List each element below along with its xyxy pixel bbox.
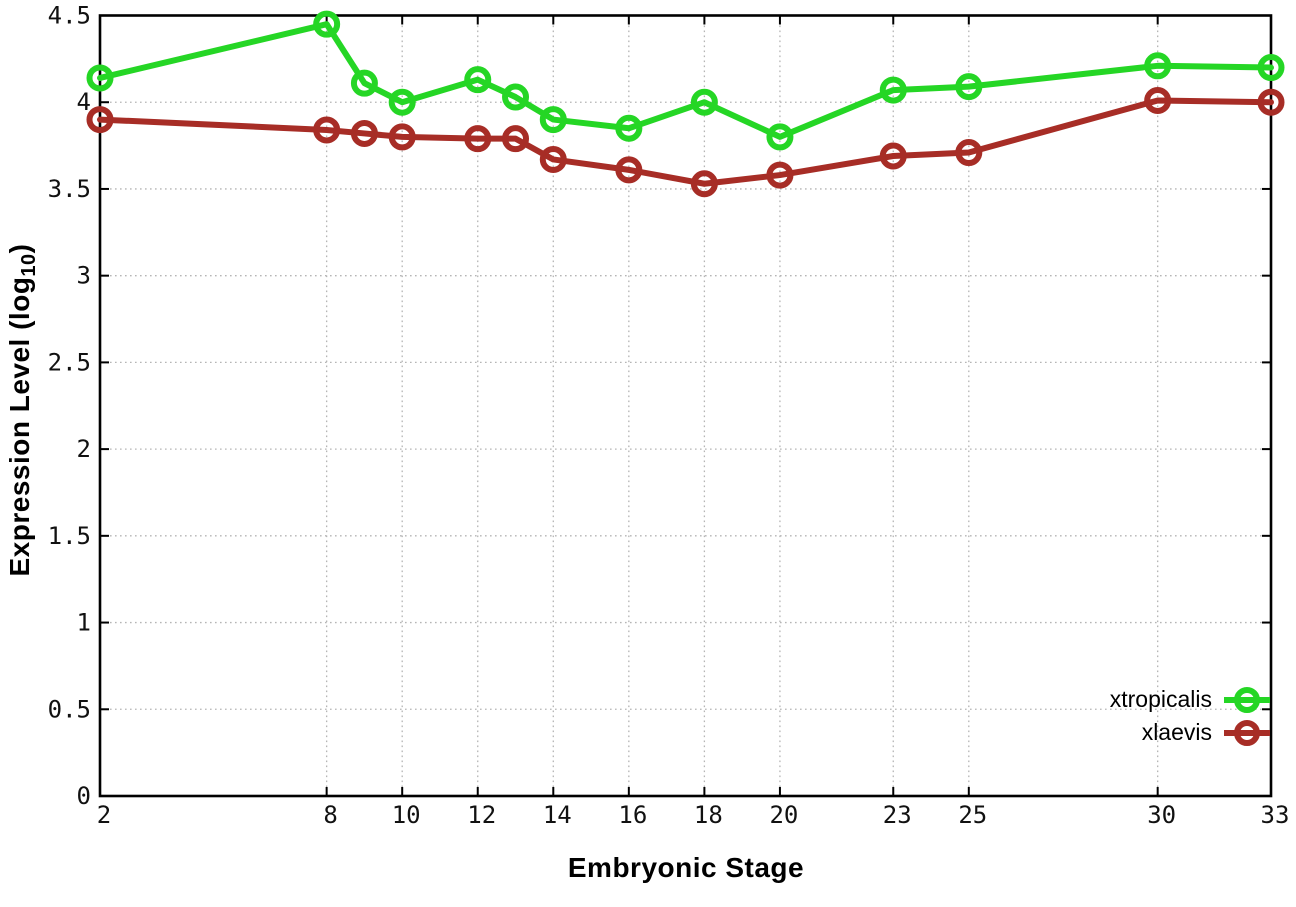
data-point-xlaevis xyxy=(313,116,341,144)
y-tick-label: 4.5 xyxy=(48,2,91,30)
legend: xtropicalis xlaevis xyxy=(1110,683,1272,749)
x-tick-label: 16 xyxy=(618,801,647,829)
data-point-xtropicalis xyxy=(313,10,341,38)
y-tick-label: 0.5 xyxy=(48,695,91,723)
data-point-xlaevis xyxy=(879,142,907,170)
x-tick-label: 30 xyxy=(1147,801,1176,829)
x-tick-label: 8 xyxy=(323,801,337,829)
x-tick-label: 20 xyxy=(769,801,798,829)
legend-label: xtropicalis xyxy=(1109,686,1212,712)
data-point-xlaevis xyxy=(86,106,114,134)
data-point-xtropicalis xyxy=(690,88,718,116)
x-tick-label: 33 xyxy=(1261,801,1290,829)
y-axis-title-end: ) xyxy=(4,243,35,254)
data-point-xtropicalis xyxy=(955,73,983,101)
data-point-xlaevis xyxy=(388,123,416,151)
data-point-xtropicalis xyxy=(615,114,643,142)
data-point-xtropicalis xyxy=(388,88,416,116)
data-point-xlaevis xyxy=(1257,88,1285,116)
data-point-xtropicalis xyxy=(539,106,567,134)
y-tick-label: 3 xyxy=(77,262,91,290)
y-tick-label: 0 xyxy=(77,782,91,810)
legend-entry-xtropicalis: xtropicalis xyxy=(1110,683,1272,716)
data-point-xtropicalis xyxy=(1257,54,1285,82)
data-point-xlaevis xyxy=(615,156,643,184)
data-point-xtropicalis xyxy=(1144,52,1172,80)
y-tick-label: 2.5 xyxy=(48,348,91,376)
y-tick-label: 2 xyxy=(77,435,91,463)
data-point-xlaevis xyxy=(350,119,378,147)
x-tick-label: 10 xyxy=(392,801,421,829)
data-point-xtropicalis xyxy=(502,83,530,111)
data-point-xlaevis xyxy=(766,161,794,189)
data-point-xtropicalis xyxy=(766,123,794,151)
legend-label: xlaevis xyxy=(1141,719,1212,745)
x-tick-label: 14 xyxy=(543,801,572,829)
data-point-xtropicalis xyxy=(350,69,378,97)
data-point-xlaevis xyxy=(955,139,983,167)
x-tick-label: 25 xyxy=(958,801,987,829)
y-axis-title: Expression Level (log10) xyxy=(4,198,40,622)
data-point-xlaevis xyxy=(539,145,567,173)
legend-marker-xtropicalis xyxy=(1224,686,1270,713)
y-axis-title-main: Expression Level (log xyxy=(4,276,35,577)
legend-marker-xlaevis xyxy=(1224,719,1270,746)
data-point-xlaevis xyxy=(690,170,718,198)
x-tick-label: 23 xyxy=(883,801,912,829)
data-point-xlaevis xyxy=(502,125,530,153)
data-point-xlaevis xyxy=(1144,86,1172,114)
data-point-xtropicalis xyxy=(879,76,907,104)
y-tick-label: 3.5 xyxy=(48,175,91,203)
x-tick-label: 2 xyxy=(97,801,111,829)
legend-entry-xlaevis: xlaevis xyxy=(1110,716,1272,749)
data-point-xtropicalis xyxy=(86,64,114,92)
y-tick-label: 1.5 xyxy=(48,522,91,550)
plot-border xyxy=(98,14,1273,798)
data-point-xlaevis xyxy=(464,125,492,153)
x-tick-label: 18 xyxy=(694,801,723,829)
y-tick-label: 4 xyxy=(77,88,91,116)
x-axis-title: Embryonic Stage xyxy=(567,852,805,883)
y-axis-title-subscript: 10 xyxy=(18,253,40,277)
series-line-xlaevis xyxy=(97,97,1274,187)
data-point-xtropicalis xyxy=(464,66,492,94)
x-tick-label: 12 xyxy=(467,801,496,829)
y-tick-label: 1 xyxy=(77,609,91,637)
